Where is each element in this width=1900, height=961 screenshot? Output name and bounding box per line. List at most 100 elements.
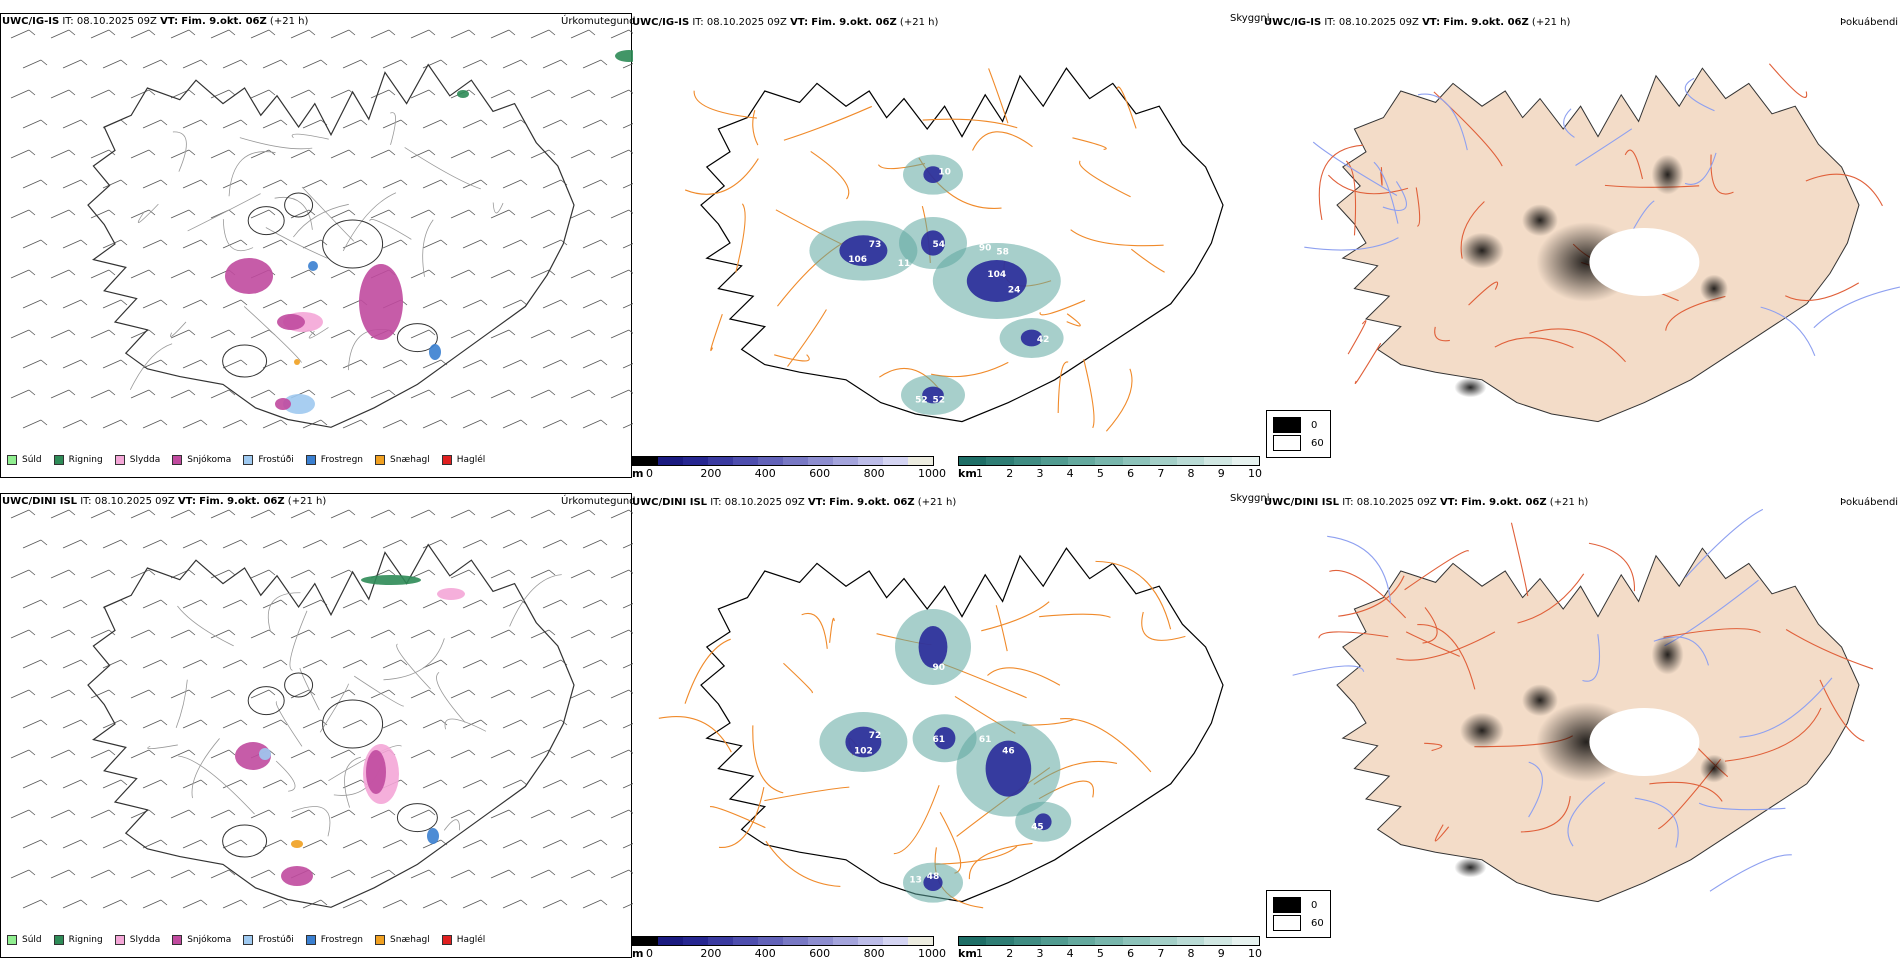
road-line <box>1345 160 1357 236</box>
river-line <box>1684 152 1717 186</box>
colorbar-cell <box>959 457 987 465</box>
cloud-base-label: 90 <box>933 663 946 673</box>
colorbar-cell <box>683 937 708 945</box>
fog-area <box>1522 204 1558 237</box>
legend-label: Snjókoma <box>187 455 232 465</box>
road-line <box>693 90 757 119</box>
road-line <box>1517 573 1585 624</box>
colorbar-cell <box>1231 457 1259 465</box>
river-line <box>1327 535 1392 604</box>
road-line <box>1424 742 1443 752</box>
colorbar-tick: 5 <box>1096 467 1104 480</box>
road-line <box>801 612 828 649</box>
precip-legend: Súld Rigning Slydda Snjókoma Frostúði Frostre… <box>7 935 497 945</box>
vt-label: VT: <box>160 16 179 27</box>
legend-label: Súld <box>22 935 42 945</box>
road-line <box>1354 342 1382 384</box>
road-line <box>1604 184 1700 188</box>
precip-area <box>291 840 303 848</box>
legend-item: Snæhagl <box>375 455 430 465</box>
fog-area <box>1454 377 1487 398</box>
visibility-colorbar <box>958 456 1260 466</box>
precip-legend: Súld Rigning Slydda Snjókoma Frostúði Frostre… <box>7 455 497 465</box>
cloud-base-label: 52 <box>933 396 946 406</box>
road-line <box>783 105 873 141</box>
cloud-base-label: 24 <box>1008 285 1021 295</box>
legend-item: Frostúði <box>243 455 294 465</box>
wind-barbs <box>10 509 633 909</box>
road-line <box>787 309 827 367</box>
colorbar-tick: 10 <box>1248 947 1262 960</box>
legend-swatch <box>172 455 183 465</box>
road-line <box>1588 542 1636 592</box>
legend-label: Frostregn <box>320 935 364 945</box>
road-line <box>1083 359 1095 429</box>
panel-type-title: Úrkomutegund <box>561 16 636 27</box>
colorbar-cell <box>733 457 758 465</box>
glacier-outline <box>396 323 438 353</box>
colorbar-cell <box>1149 457 1178 465</box>
river-line <box>1563 108 1575 138</box>
road-line <box>1663 628 1761 638</box>
road-line <box>1141 611 1186 641</box>
river-line <box>1373 161 1399 224</box>
river-line <box>1417 93 1468 151</box>
road-line <box>810 150 850 200</box>
colorbar-cell <box>733 937 758 945</box>
colorbar-cell <box>1122 937 1150 945</box>
legend-swatch <box>114 455 125 465</box>
colorbar-cell <box>758 457 783 465</box>
cloud-base-label: 46 <box>1002 746 1015 756</box>
colorbar-cell <box>908 937 933 945</box>
river-line <box>1739 677 1833 738</box>
legend-swatch <box>53 455 64 465</box>
river-line <box>1304 237 1399 251</box>
river-line <box>1292 665 1365 676</box>
fog-panel: UWC/DINI ISL IT: 08.10.2025 09Z VT: Fim.… <box>1264 495 1900 960</box>
precip-area <box>277 314 305 330</box>
colorbar-tick: 3 <box>1036 467 1044 480</box>
colorbar-tick: 6 <box>1127 467 1135 480</box>
panel-header: UWC/IG-IS IT: 08.10.2025 09Z VT: Fim. 9.… <box>1264 17 1570 29</box>
colorbar-cell <box>783 457 808 465</box>
road-line <box>995 605 1008 652</box>
cloud-base-label: 104 <box>987 270 1006 280</box>
fog-legend-swatch <box>1273 435 1301 451</box>
river-line <box>1634 797 1679 848</box>
lead-time: (+21 h) <box>269 16 309 27</box>
river-line <box>1684 77 1715 112</box>
model-name: UWC/DINI ISL <box>1264 497 1340 508</box>
legend-label: Slydda <box>129 455 161 465</box>
legend-item: Snjókoma <box>172 935 231 945</box>
legend-item: Rigning <box>53 935 103 945</box>
road-line <box>1039 299 1086 316</box>
colorbar-tick: 0 <box>646 947 653 960</box>
vt-value: Fim. 9.okt. 06Z <box>829 497 915 508</box>
legend-swatch <box>7 935 17 945</box>
fog-legend: 0 60 <box>1266 890 1331 938</box>
road-line <box>1329 569 1407 619</box>
precip-panel: Súld Rigning Slydda Snjókoma Frostúði Frostre… <box>0 13 636 478</box>
fog-legend-label: 60 <box>1311 437 1324 449</box>
colorbar-cell <box>1149 937 1178 945</box>
cloud-base-label: 42 <box>1037 335 1050 345</box>
river-line <box>1760 306 1816 357</box>
cloud-map: 90 72 61 102 61 46 45 48 13 <box>658 547 1224 909</box>
cloud-base-label: 72 <box>869 731 882 741</box>
lead-time: (+21 h) <box>899 17 939 28</box>
fog-legend-label: 0 <box>1311 899 1318 911</box>
legend-label: Haglél <box>456 935 486 945</box>
vt-value: Fim. 9.okt. 06Z <box>181 16 267 27</box>
colorbar-tick: 5 <box>1096 947 1104 960</box>
colorbar-cell <box>858 457 883 465</box>
legend-label: Rigning <box>68 935 103 945</box>
legend-label: Snjókoma <box>187 935 232 945</box>
precip-area <box>308 261 318 271</box>
colorbar-cell <box>833 937 858 945</box>
colorbar-tick: 9 <box>1217 467 1225 480</box>
legend-label: Haglél <box>456 455 486 465</box>
fog-legend-row: 60 <box>1273 435 1324 451</box>
colorbar-tick: 8 <box>1187 467 1195 480</box>
road-line <box>1710 154 1734 195</box>
legend-item: Súld <box>7 455 42 465</box>
